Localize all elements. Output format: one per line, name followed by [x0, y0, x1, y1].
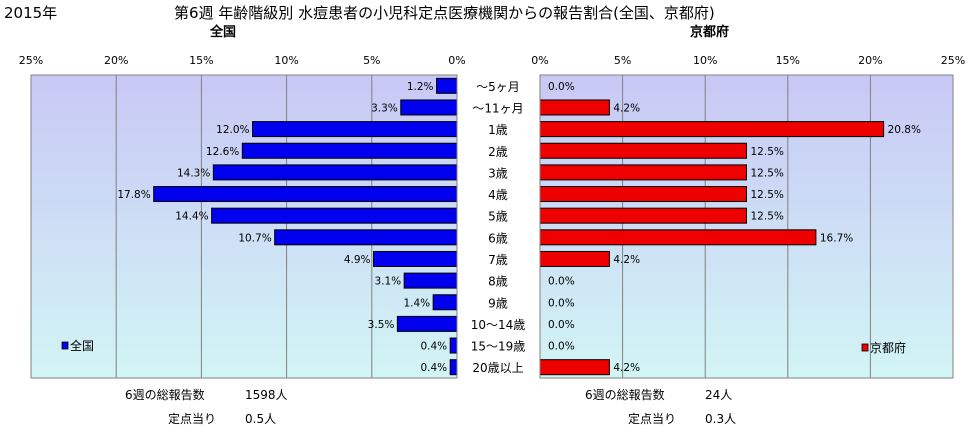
right-data-label: 0.0% — [548, 319, 575, 331]
category-label: 2歳 — [488, 145, 508, 159]
chart-title: 第6週 年齢階級別 水痘患者の小児科定点医療機関からの報告割合(全国、京都府) — [174, 4, 715, 22]
left-data-label: 4.9% — [344, 254, 371, 266]
left-legend-label: 全国 — [70, 338, 94, 353]
right-bar — [539, 250, 610, 267]
left-bar — [449, 359, 458, 376]
left-bar — [212, 164, 458, 181]
right-per-value: 0.3人 — [705, 412, 737, 426]
left-data-label: 1.2% — [407, 81, 434, 93]
left-bar — [449, 337, 458, 354]
left-data-label: 3.5% — [368, 319, 395, 331]
left-bar — [432, 294, 458, 311]
right-bar — [539, 186, 747, 203]
right-bar — [539, 99, 610, 116]
left-data-label: 12.0% — [216, 124, 249, 136]
right-data-label: 12.5% — [751, 189, 784, 201]
left-tick-label: 5% — [363, 54, 380, 67]
category-label: 15～19歳 — [471, 340, 526, 354]
left-bar — [241, 142, 458, 159]
right-legend-swatch — [861, 343, 869, 352]
category-label: 6歳 — [488, 231, 508, 245]
category-label: 10～14歳 — [471, 318, 526, 332]
right-bar — [539, 142, 747, 159]
right-data-label: 20.8% — [888, 124, 921, 136]
year-label: 2015年 — [4, 4, 58, 22]
right-data-label: 4.2% — [613, 362, 640, 374]
right-tick-label: 0% — [531, 54, 548, 67]
right-bar — [539, 207, 747, 224]
left-data-label: 1.4% — [403, 297, 430, 309]
category-label: 7歳 — [488, 253, 508, 267]
right-data-label: 12.5% — [751, 167, 784, 179]
left-data-label: 14.4% — [175, 211, 208, 223]
left-data-label: 3.1% — [374, 276, 401, 288]
left-data-label: 0.4% — [420, 362, 447, 374]
left-plot-border — [30, 74, 458, 379]
category-label: 3歳 — [488, 166, 508, 180]
right-data-label: 12.5% — [751, 146, 784, 158]
right-tick-label: 20% — [858, 54, 882, 67]
category-label: 8歳 — [488, 275, 508, 289]
left-data-label: 12.6% — [206, 146, 239, 158]
left-per-value: 0.5人 — [245, 412, 277, 426]
left-bar — [396, 315, 458, 332]
left-tick-label: 20% — [104, 54, 128, 67]
right-data-label: 4.2% — [613, 254, 640, 266]
left-data-label: 3.3% — [371, 102, 398, 114]
left-bar — [252, 121, 458, 138]
left-bar — [436, 77, 458, 94]
category-label: ～11ヶ月 — [472, 101, 523, 115]
left-bar — [403, 272, 458, 289]
right-bar — [539, 359, 610, 376]
category-label: ～5ヶ月 — [476, 80, 520, 94]
left-total-value: 1598人 — [245, 388, 288, 402]
right-plot-border — [539, 74, 954, 379]
right-total-value: 24人 — [705, 388, 733, 402]
right-data-label: 0.0% — [548, 276, 575, 288]
right-data-label: 0.0% — [548, 341, 575, 353]
right-data-label: 0.0% — [548, 81, 575, 93]
right-chart-title: 京都府 — [690, 25, 730, 40]
left-bar — [274, 229, 458, 246]
right-data-label: 16.7% — [820, 232, 853, 244]
right-plot-background — [540, 75, 953, 378]
right-total-label: 6週の総報告数 — [585, 388, 665, 402]
right-per-label: 定点当り — [628, 412, 677, 426]
right-bar — [539, 164, 747, 181]
category-label: 5歳 — [488, 210, 508, 224]
right-tick-label: 25% — [941, 54, 965, 67]
left-legend-swatch — [61, 341, 69, 350]
left-tick-label: 10% — [274, 54, 298, 67]
left-bar — [153, 186, 458, 203]
right-bar — [539, 229, 817, 246]
right-tick-label: 5% — [614, 54, 631, 67]
right-tick-label: 15% — [776, 54, 800, 67]
category-label: 20歳以上 — [472, 361, 523, 375]
right-data-label: 4.2% — [613, 102, 640, 114]
category-label: 4歳 — [488, 188, 508, 202]
left-plot-background — [31, 75, 457, 378]
left-tick-label: 25% — [19, 54, 43, 67]
category-label: 9歳 — [488, 296, 508, 310]
right-bar — [539, 121, 885, 138]
left-bar — [211, 207, 458, 224]
left-bar — [373, 250, 458, 267]
right-data-label: 12.5% — [751, 211, 784, 223]
left-data-label: 0.4% — [420, 341, 447, 353]
left-tick-label: 0% — [448, 54, 465, 67]
left-total-label: 6週の総報告数 — [125, 388, 205, 402]
right-data-label: 0.0% — [548, 297, 575, 309]
right-legend-label: 京都府 — [870, 340, 906, 355]
left-tick-label: 15% — [189, 54, 213, 67]
left-chart-title: 全国 — [210, 25, 237, 40]
right-tick-label: 10% — [693, 54, 717, 67]
category-label: 1歳 — [488, 123, 508, 137]
left-data-label: 14.3% — [177, 167, 210, 179]
left-data-label: 10.7% — [238, 232, 271, 244]
left-per-label: 定点当り — [168, 412, 217, 426]
left-data-label: 17.8% — [117, 189, 150, 201]
left-bar — [400, 99, 458, 116]
